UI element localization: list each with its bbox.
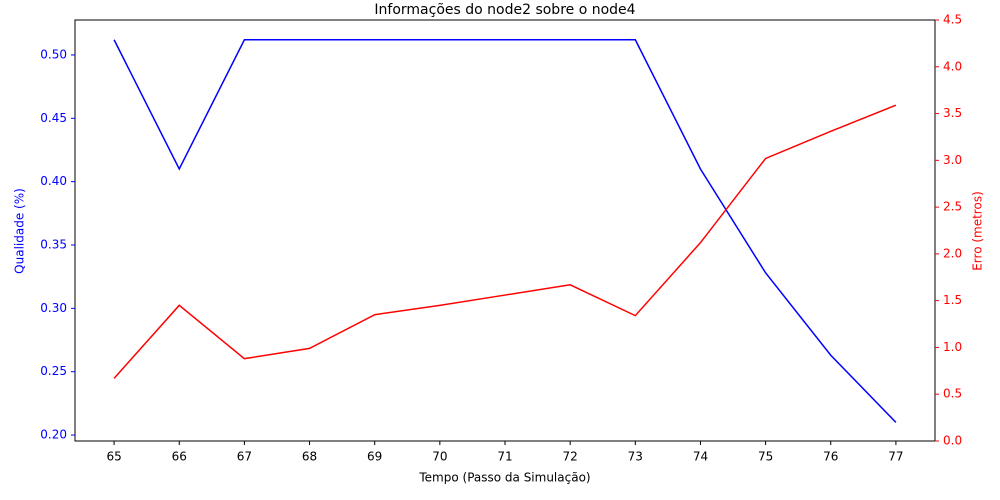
- y-tick-label: 0.30: [40, 301, 67, 315]
- y-tick-label: 0.35: [40, 238, 67, 252]
- y2-tick-label: 4.0: [943, 59, 962, 73]
- y2-tick-label: 3.0: [943, 153, 962, 167]
- line-series: [113, 39, 897, 423]
- x-tick-label: 68: [302, 450, 317, 464]
- y2-tick-label: 2.5: [943, 200, 962, 214]
- x-tick-label: 70: [432, 450, 447, 464]
- x-tick-label: 76: [823, 450, 838, 464]
- y2-tick-label: 4.5: [943, 13, 962, 27]
- y2-tick-label: 1.5: [943, 293, 962, 307]
- x-tick-label: 66: [172, 450, 187, 464]
- x-tick-label: 73: [628, 450, 643, 464]
- x-tick-label: 72: [563, 450, 578, 464]
- x-tick-label: 74: [693, 450, 708, 464]
- y2-tick-label: 2.0: [943, 246, 962, 260]
- x-tick-label: 69: [367, 450, 382, 464]
- chart-title: Informações do node2 sobre o node4: [374, 2, 635, 18]
- x-tick-label: 77: [888, 450, 903, 464]
- y-tick-label: 0.40: [40, 174, 67, 188]
- plot-frame: [74, 19, 936, 442]
- x-tick-label: 67: [237, 450, 252, 464]
- y-tick-label: 0.45: [40, 111, 67, 125]
- y-axis-label: Qualidade (%): [13, 188, 27, 274]
- y-tick-label: 0.25: [40, 364, 67, 378]
- x-tick-label: 75: [758, 450, 773, 464]
- y-tick-label: 0.50: [40, 47, 67, 61]
- y2-axis-label: Erro (metros): [971, 191, 985, 271]
- y2-tick-label: 0.5: [943, 387, 962, 401]
- y2-tick-label: 1.0: [943, 340, 962, 354]
- x-tick-label: 71: [497, 450, 512, 464]
- y2-tick-label: 0.0: [943, 434, 962, 448]
- y-tick-label: 0.20: [40, 428, 67, 442]
- line-series: [113, 104, 897, 379]
- x-axis-label: Tempo (Passo da Simulação): [418, 471, 590, 485]
- x-tick-label: 65: [106, 450, 121, 464]
- y2-tick-label: 3.5: [943, 106, 962, 120]
